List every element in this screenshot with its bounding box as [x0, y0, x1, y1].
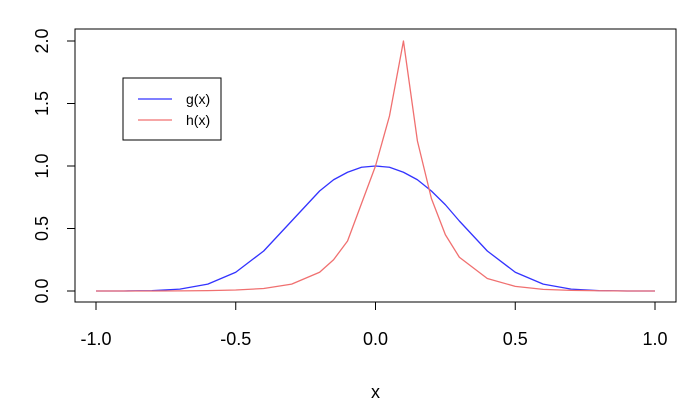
x-axis-title: x: [371, 382, 380, 402]
x-tick-label: -1.0: [80, 329, 111, 349]
x-tick-label: 0.0: [363, 329, 388, 349]
legend-box: [122, 77, 222, 141]
x-tick-label: 0.5: [503, 329, 528, 349]
y-tick-label: 1.5: [32, 91, 52, 116]
x-tick-label: 1.0: [642, 329, 667, 349]
x-axis: -1.0 -0.5 0.0 0.5 1.0: [80, 302, 668, 349]
y-tick-label: 1.0: [32, 153, 52, 178]
legend: g(x) h(x): [122, 77, 222, 141]
series-line-h: [96, 40, 655, 292]
legend-label: h(x): [186, 112, 210, 128]
series-line-g: [96, 165, 655, 292]
legend-label: g(x): [186, 91, 210, 107]
y-axis: 0.0 0.5 1.0 1.5 2.0: [32, 28, 75, 304]
y-tick-label: 0.0: [32, 278, 52, 303]
series-group: [96, 40, 655, 292]
y-tick-label: 2.0: [32, 28, 52, 53]
y-tick-label: 0.5: [32, 216, 52, 241]
x-tick-label: -0.5: [220, 329, 251, 349]
